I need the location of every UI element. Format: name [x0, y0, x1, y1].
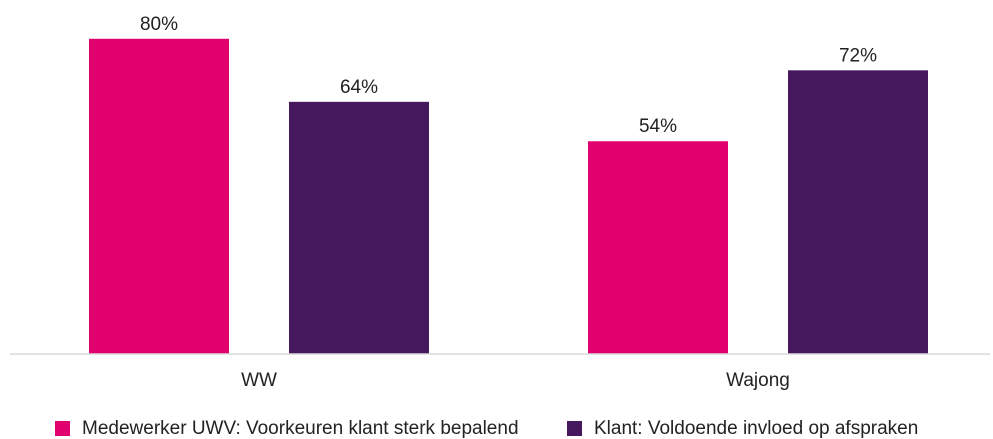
x-tick-label-ww: WW	[241, 370, 277, 391]
legend-item-series-2: Klant: Voldoende invloed op afspraken	[567, 418, 918, 439]
bar-wajong-series-1	[588, 141, 728, 354]
x-tick-labels-layer: WW Wajong	[241, 370, 790, 391]
legend-swatch-series-1	[55, 421, 70, 436]
data-label-ww-series-1: 80%	[140, 14, 178, 35]
legend-label-series-2: Klant: Voldoende invloed op afspraken	[594, 418, 919, 439]
bar-ww-series-2	[289, 101, 429, 354]
data-label-ww-series-2: 64%	[340, 77, 378, 98]
legend-swatch-series-2	[567, 421, 582, 436]
legend-item-series-1: Medewerker UWV: Voorkeuren klant sterk b…	[55, 418, 519, 439]
data-label-wajong-series-1: 54%	[639, 116, 677, 137]
data-label-wajong-series-2: 72%	[839, 45, 877, 66]
legend-label-series-1: Medewerker UWV: Voorkeuren klant sterk b…	[82, 418, 519, 439]
x-tick-label-wajong: Wajong	[726, 370, 790, 391]
bar-wajong-series-2	[788, 70, 928, 354]
bars-layer	[89, 38, 928, 355]
data-labels-layer: 80% 64% 54% 72%	[140, 14, 877, 137]
legend: Medewerker UWV: Voorkeuren klant sterk b…	[0, 418, 993, 439]
bar-ww-series-1	[89, 38, 229, 355]
